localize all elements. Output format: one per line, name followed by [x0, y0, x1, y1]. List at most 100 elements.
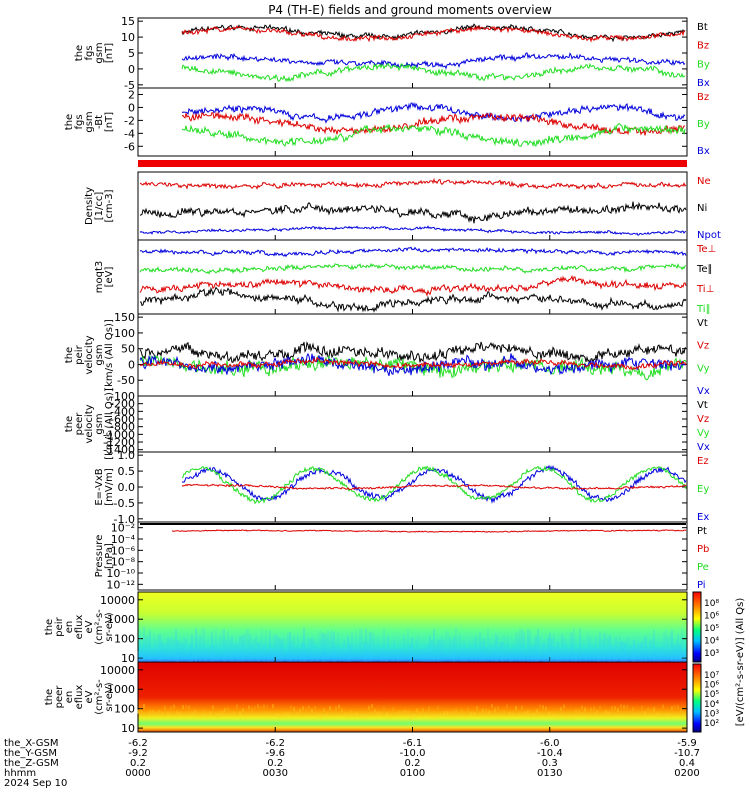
- legend-item: Vx: [697, 442, 710, 453]
- trace-bz: [181, 25, 686, 43]
- y-tick-label: -100: [110, 390, 135, 403]
- legend-item: Vz: [697, 414, 709, 425]
- legend-item: Bz: [697, 41, 709, 52]
- legend-item: Te∥: [696, 264, 713, 275]
- y-axis-label: the: [44, 689, 55, 705]
- legend-item: Ne: [697, 176, 711, 187]
- legend-item: Vy: [697, 363, 710, 374]
- y-axis-label: peer: [54, 685, 65, 709]
- y-axis-label: -Bt: [94, 115, 105, 129]
- colorbar-label: [eV/(cm²-s-sr-eV)] (All Qs): [735, 598, 746, 727]
- y-tick-label: 10⁻⁴: [111, 533, 136, 546]
- x-tick-value: 0.2: [130, 758, 146, 769]
- legend-item: Pb: [697, 544, 709, 555]
- y-tick-label: 5: [128, 47, 135, 60]
- y-tick-label: 100: [114, 327, 135, 340]
- colorbar-tick-label: 10⁸: [704, 599, 719, 609]
- date-label: 2024 Sep 10: [4, 778, 67, 789]
- y-tick-label: 10⁻¹²: [106, 578, 135, 591]
- trace-ne: [139, 177, 687, 191]
- trace-bx-2: [181, 101, 686, 124]
- x-tick-value: -6.2: [265, 738, 285, 749]
- x-tick-value: -9.2: [128, 748, 148, 759]
- y-axis-label: [1/cc]: [94, 192, 105, 221]
- x-tick-value: -10.7: [674, 748, 700, 759]
- y-tick-label: -1400: [103, 444, 135, 457]
- y-axis-label: peer: [74, 412, 85, 436]
- legend-item: Vz: [697, 341, 709, 352]
- y-tick-label: 10: [121, 652, 135, 665]
- y-tick-label: -200: [110, 398, 135, 411]
- legend-item: Ey: [697, 484, 709, 495]
- panel-frame: [137, 395, 688, 453]
- legend-item: Ti⊥: [696, 284, 714, 295]
- y-axis-label: velocity: [84, 404, 95, 443]
- trace-te-perp: [139, 246, 687, 258]
- x-tick-value: 0000: [125, 768, 150, 779]
- y-axis-label: eflux: [74, 685, 85, 710]
- y-axis-label: [km/s (All Qs)]: [104, 388, 115, 460]
- y-tick-label: 10000: [100, 664, 135, 677]
- y-tick-label: 0.0: [118, 481, 136, 494]
- y-axis-label: [nT]: [104, 112, 115, 132]
- trace-ey: [181, 465, 687, 505]
- panel-frame: [137, 451, 688, 523]
- legend-item: Bt: [697, 22, 708, 33]
- y-tick-label: 50: [121, 343, 135, 356]
- x-tick-value: -6.1: [403, 738, 423, 749]
- y-axis-label: the: [64, 347, 75, 363]
- trace-ez: [181, 483, 687, 491]
- colorbar-tick-label: 10⁵: [704, 690, 719, 700]
- x-row-label: hhmm: [4, 768, 36, 779]
- x-tick-value: 0030: [263, 768, 288, 779]
- x-axis-labels: the_X-GSM -6.2 -6.2 -6.1 -6.0 -5.9 the_Y-GSM -9…: [4, 738, 700, 789]
- y-tick-label: -4: [124, 127, 135, 140]
- y-tick-label: -800: [110, 421, 135, 434]
- legend-item: Ni: [697, 203, 707, 214]
- x-tick-value: 0200: [674, 768, 699, 779]
- x-tick-value: 0130: [537, 768, 562, 779]
- y-tick-label: -1000: [103, 428, 135, 441]
- trace-bx: [181, 52, 686, 70]
- y-tick-label: 1000: [107, 613, 135, 626]
- y-axis-label: (cm²-s-: [94, 679, 105, 715]
- trace-npot: [139, 225, 687, 236]
- x-tick-value: -5.9: [677, 738, 697, 749]
- legend-item: Ez: [697, 456, 709, 467]
- y-tick-label: -0.5: [114, 497, 135, 510]
- legend-item: Vy: [697, 428, 710, 439]
- x-row-label: the_X-GSM: [4, 738, 58, 749]
- y-axis-label: fgs: [84, 45, 95, 60]
- y-tick-label: 10⁻¹⁰: [106, 567, 135, 580]
- y-axis-label: peir: [54, 616, 65, 636]
- y-tick-label: -400: [110, 405, 135, 418]
- legend-item: Vt: [697, 318, 708, 329]
- y-tick-label: 1.0: [118, 449, 136, 462]
- colorbar-tick-label: 10⁴: [704, 700, 719, 710]
- y-axis-label: gsm: [94, 413, 105, 434]
- y-tick-label: -6: [124, 140, 135, 153]
- x-tick-value: 0.2: [405, 758, 421, 769]
- separator-bar: [138, 160, 687, 167]
- y-tick-label: -600: [110, 413, 135, 426]
- colorbar-tick-label: 10²: [704, 719, 719, 729]
- trace-te-para: [139, 286, 687, 313]
- legend-item: Vt: [697, 400, 708, 411]
- colorbar-tick-label: 10⁶: [704, 681, 719, 691]
- legend-item: Npot: [697, 230, 721, 241]
- y-tick-label: 0.5: [118, 465, 136, 478]
- y-tick-label: 0: [128, 358, 135, 371]
- panel-frame: [137, 17, 688, 89]
- y-axis-label: en: [64, 691, 75, 704]
- y-tick-label: 10⁻²: [111, 522, 135, 535]
- x-row-label: the_Z-GSM: [4, 758, 59, 769]
- legend-item: Vx: [697, 386, 710, 397]
- y-axis-label: the: [64, 114, 75, 130]
- y-axis-label: (cm²-s-: [94, 609, 105, 645]
- y-tick-label: 0: [128, 101, 135, 114]
- trace-ti-perp: [139, 274, 687, 297]
- y-tick-label: -1200: [103, 436, 135, 449]
- legend-item: Pe: [697, 562, 709, 573]
- y-tick-label: 10: [121, 722, 135, 735]
- y-axis-label: eflux: [74, 615, 85, 640]
